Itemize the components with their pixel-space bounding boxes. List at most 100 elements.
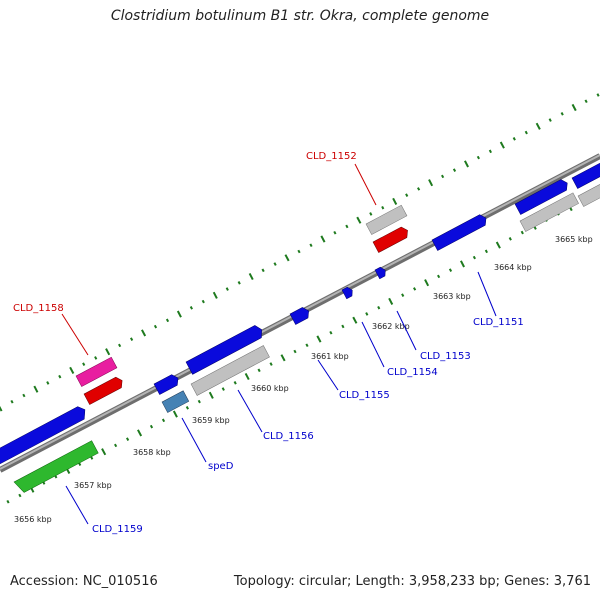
outer-scale-tick [284, 254, 290, 262]
inner-scale-tick [448, 268, 453, 272]
outer-scale-tick [417, 187, 421, 191]
inner-scale-tick [269, 362, 273, 366]
inner-scale-tick [388, 297, 394, 305]
outer-scale-tick [392, 197, 398, 205]
gene-label-cld1158: CLD_1158 [13, 303, 64, 314]
gene-bar-cld1154[interactable] [341, 286, 355, 300]
outer-scale-tick [476, 155, 480, 160]
outer-scale-tick [212, 291, 218, 299]
outer-scale-tick [130, 337, 134, 341]
gene-bar-cld1160[interactable] [0, 404, 89, 466]
gene-bar-cld1157[interactable] [185, 324, 265, 375]
gene-label-cld1152: CLD_1152 [306, 151, 357, 162]
outer-scale-tick [452, 168, 457, 172]
outer-scale-tick [201, 299, 205, 304]
gene-bar-right-2[interactable] [571, 158, 600, 189]
outer-scale-tick [499, 141, 505, 149]
gene-bar-cld1159[interactable] [13, 440, 99, 495]
outer-scale-tick [248, 272, 254, 281]
outer-scale-tick [237, 281, 241, 285]
outer-scale-tick [33, 385, 39, 393]
inner-scale-tick [18, 493, 22, 498]
inner-scale-tick [329, 330, 333, 335]
inner-scale-tick [185, 406, 189, 410]
outer-scale-tick [320, 235, 326, 243]
gene-bar-small-1[interactable] [153, 373, 181, 395]
outer-scale-tick [535, 122, 541, 130]
inner-scale-tick [365, 312, 369, 316]
outer-scale-tick [153, 324, 158, 329]
outer-scale-tick [441, 174, 445, 179]
gene-bar-cld1155[interactable] [289, 306, 312, 325]
outer-scale-tick [297, 249, 301, 254]
outer-scale-tick [225, 287, 229, 291]
inner-scale-tick [114, 443, 118, 448]
gene-bar-cld1158-red[interactable] [83, 375, 125, 405]
inner-scale-tick [149, 424, 154, 429]
outer-scale-tick [524, 130, 528, 135]
inner-scale-tick [413, 287, 417, 291]
outer-scale-tick [189, 306, 193, 310]
outer-scale-tick [405, 193, 409, 197]
inner-scale-tick [520, 230, 524, 235]
inner-scale-tick [495, 241, 501, 249]
outer-scale-tick [560, 112, 564, 116]
scale-label-3662: 3662 kbp [372, 322, 410, 331]
outer-scale-tick [69, 366, 75, 374]
inner-scale-tick [244, 372, 250, 381]
gene-bar-cld1158-pink[interactable] [75, 356, 118, 387]
gene-label-sped: speD [208, 461, 234, 472]
outer-scale-tick [118, 343, 122, 348]
inner-scale-tick [316, 335, 322, 343]
gene-label-cld1159: CLD_1159 [92, 524, 143, 535]
outer-scale-tick [46, 381, 50, 385]
gene-bar-right-1[interactable] [514, 178, 570, 215]
inner-scale-tick [161, 418, 166, 423]
outer-scale-tick [381, 205, 385, 210]
inner-scale-tick [352, 316, 358, 324]
outer-scale-tick [105, 348, 111, 356]
outer-scale-tick [428, 179, 434, 187]
label-leaders [61, 163, 497, 525]
map-title: Clostridium botulinum B1 str. Okra, comp… [110, 8, 490, 24]
outer-scale-tick [309, 243, 313, 248]
gene-bar-right-grey-2[interactable] [577, 176, 600, 207]
outer-scale-tick [165, 318, 170, 323]
gene-label-cld1151: CLD_1151 [473, 317, 524, 328]
outer-scale-tick [584, 99, 588, 104]
outer-scale-tick [176, 310, 182, 318]
scale-label-3660: 3660 kbp [251, 384, 289, 393]
inner-scale-tick [508, 237, 512, 241]
outer-scale-tick [94, 356, 98, 360]
inner-scale-tick [208, 391, 214, 399]
gene-label-cld1155: CLD_1155 [339, 390, 390, 401]
inner-scale-tick [6, 499, 10, 504]
gene-bar-cld1152-grey[interactable] [365, 204, 408, 235]
inner-scale-tick [101, 448, 107, 456]
outer-scale-tick [333, 230, 337, 235]
scale-label-3663: 3663 kbp [433, 292, 471, 301]
scale-label-3661: 3661 kbp [311, 352, 349, 361]
scale-label-3656: 3656 kbp [14, 515, 52, 524]
gene-bar-cld1152-red[interactable] [372, 225, 410, 253]
scale-label-3658: 3658 kbp [133, 448, 171, 457]
scale-label-3664: 3664 kbp [494, 263, 532, 272]
gene-bar-cld1156[interactable] [190, 345, 270, 396]
outer-scale-tick [10, 399, 14, 404]
gene-bar-cld1153[interactable] [374, 266, 388, 280]
gene-label-cld1156: CLD_1156 [263, 431, 314, 442]
gene-bar-sped[interactable] [161, 390, 190, 413]
gene-features [0, 158, 600, 495]
scale-labels: 3656 kbp 3657 kbp 3658 kbp 3659 kbp 3660… [14, 235, 593, 524]
outer-scale-tick [596, 93, 600, 97]
gene-label-cld1154: CLD_1154 [387, 367, 438, 378]
genome-summary-text: Topology: circular; Length: 3,958,233 bp… [233, 574, 591, 589]
gene-bar-cld1151[interactable] [431, 213, 489, 251]
gene-bar-right-grey[interactable] [519, 192, 579, 232]
outer-scale-tick [345, 224, 349, 229]
outer-scale-tick [273, 262, 277, 266]
outer-scale-tick [488, 149, 492, 154]
outer-scale-track [0, 93, 600, 412]
